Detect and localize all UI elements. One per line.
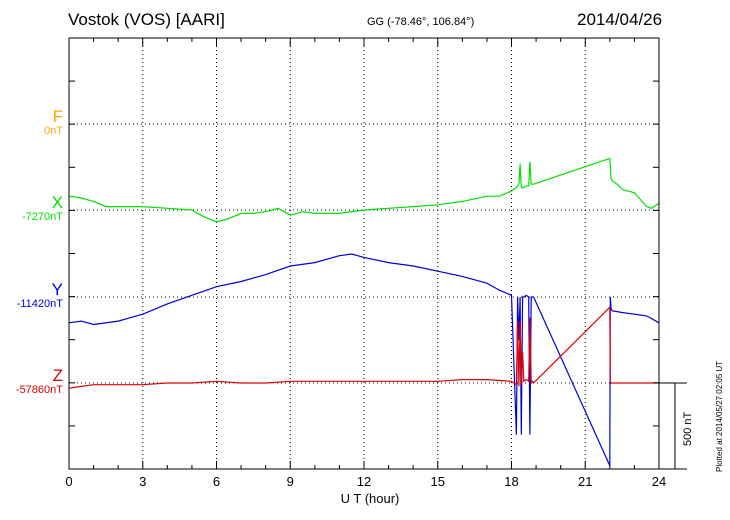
component-baseline-y: -11420nT [16,298,63,310]
x-tick-label-6: 6 [212,474,221,489]
x-tick-label-15: 15 [430,474,445,489]
x-tick-label-24: 24 [651,474,667,489]
grid-lines [69,38,659,469]
series-line-z [68,305,659,389]
component-baseline-x: -7270nT [22,211,63,223]
x-tick-label-9: 9 [286,474,294,489]
coordinates-label: GG (-78.46°, 106.84°) [367,16,475,28]
scale-bar-label: 500 nT [682,411,694,446]
x-tick-label-12: 12 [356,474,372,489]
component-label-y: Y [51,280,63,299]
x-tick-label-0: 0 [65,474,73,489]
x-tick-label-18: 18 [504,474,519,489]
x-tick-label-21: 21 [578,474,593,489]
scale-bar [659,382,687,470]
component-label-x: X [51,193,63,212]
x-tick-label-3: 3 [139,474,147,489]
component-baseline-z: -57860nT [15,384,63,396]
series-line-x [68,157,660,223]
component-baseline-f: 0nT [44,125,63,137]
component-label-f: F [52,107,63,126]
x-axis-label: U T (hour) [340,491,400,506]
series-layer [68,157,660,466]
component-label-z: Z [52,366,63,385]
plotted-timestamp: Plotted at 2014/05/27 02:05 UT [715,360,724,472]
axis-ticks [68,38,660,469]
series-line-y [68,253,660,466]
date-label: 2014/04/26 [577,10,663,29]
station-title: Vostok (VOS) [AARI] [68,10,225,29]
